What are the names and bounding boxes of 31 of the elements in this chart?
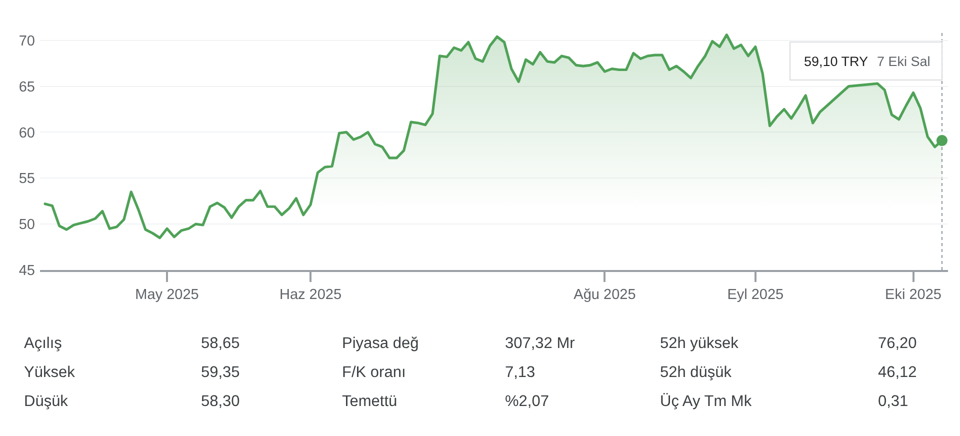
y-tick-label: 65	[18, 79, 35, 96]
y-tick-label: 60	[18, 125, 35, 142]
text: 0,31	[878, 393, 908, 410]
text: Piyasa değ	[342, 335, 419, 352]
text: F/K oranı	[342, 364, 406, 381]
text: Düşük	[24, 393, 68, 410]
text: Yüksek	[24, 364, 76, 381]
text: 7,13	[505, 364, 536, 381]
annotation: 59,10 TRY	[804, 54, 868, 69]
text: 52h düşük	[660, 364, 732, 381]
x-tick-label: Eki 2025	[885, 287, 942, 304]
text: Açılış	[24, 335, 62, 352]
text: 307,32 Mr	[505, 335, 575, 352]
text: 52h yüksek	[660, 335, 739, 352]
text: 59,35	[201, 364, 240, 381]
text: 58,30	[201, 393, 240, 410]
x-tick-label: Ağu 2025	[574, 287, 636, 304]
text: Üç Ay Tm Mk	[660, 393, 752, 410]
text: %2,07	[505, 393, 549, 410]
y-tick-label: 70	[18, 33, 35, 50]
text: Temettü	[342, 393, 398, 410]
y-tick-label: 55	[18, 171, 35, 188]
text: 46,12	[878, 364, 917, 381]
x-tick-label: Eyl 2025	[727, 287, 784, 304]
y-tick-label: 45	[18, 263, 35, 280]
x-tick-label: May 2025	[135, 287, 199, 304]
text: 58,65	[201, 335, 240, 352]
y-tick-label: 50	[18, 217, 35, 234]
x-tick-label: Haz 2025	[279, 287, 342, 304]
text: 76,20	[878, 335, 918, 352]
annotation: 7 Eki Sal	[877, 54, 930, 69]
